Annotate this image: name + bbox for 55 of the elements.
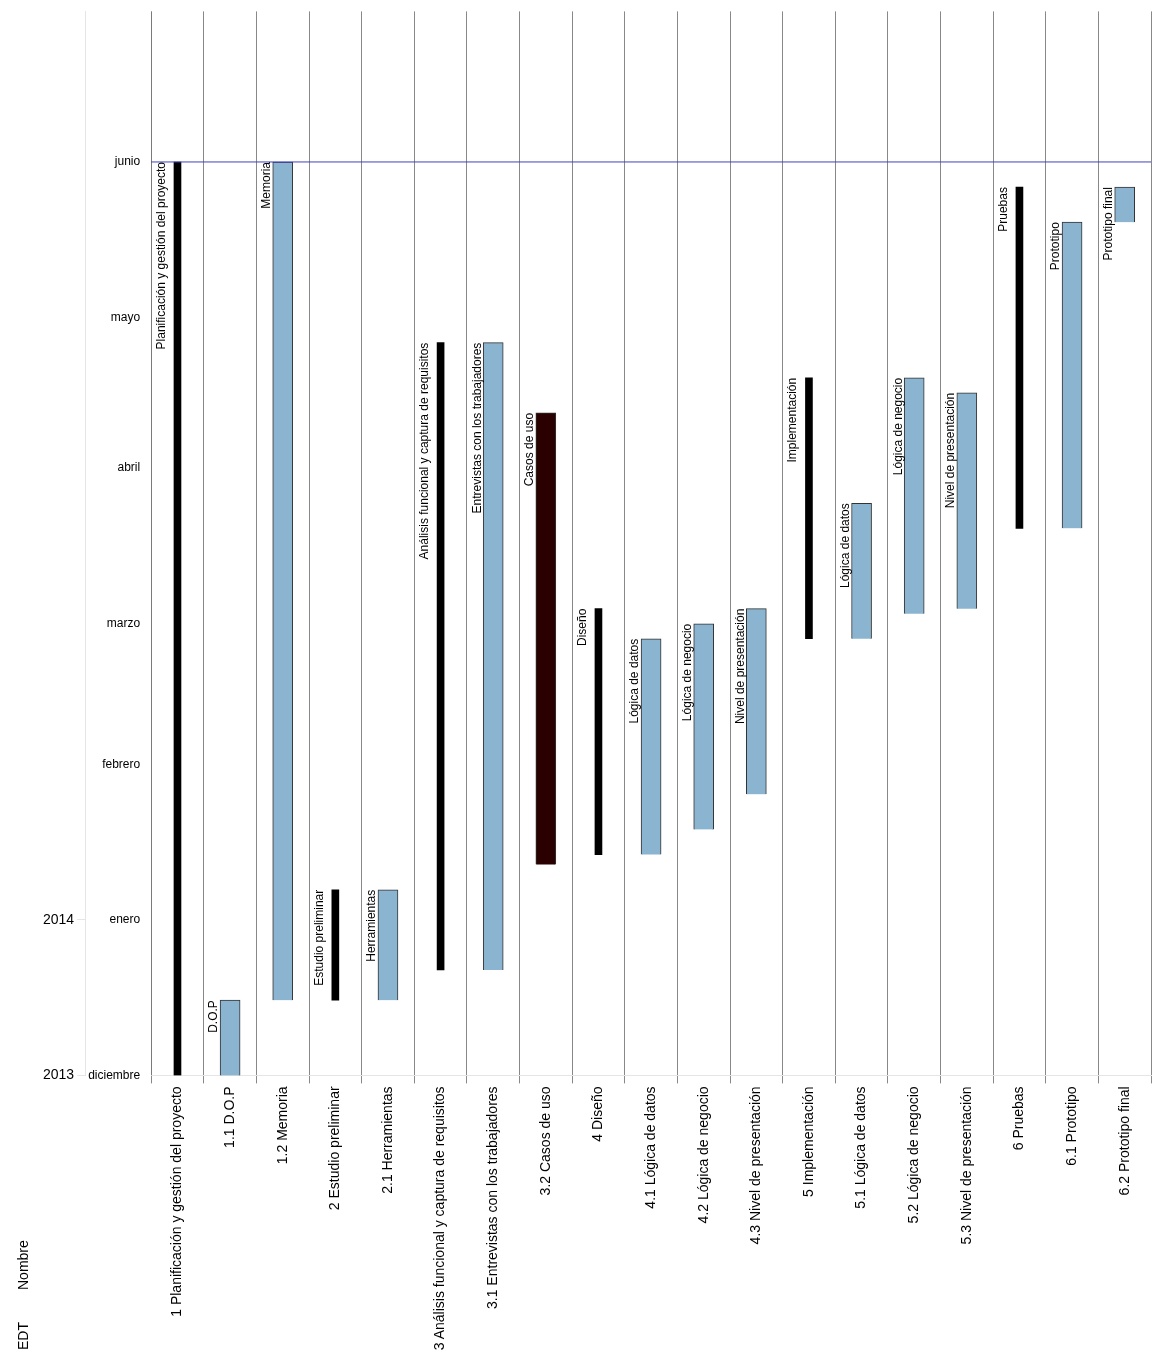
annotation: Entrevistas con los trabajadores xyxy=(469,342,484,514)
x-tick-label: 3.1 Entrevistas con los trabajadores xyxy=(484,1086,501,1309)
x-tick-label: 2.1 Herramientas xyxy=(378,1086,395,1194)
annotation: Prototipo xyxy=(1048,221,1063,271)
annotation: Lógica de datos xyxy=(627,638,642,724)
annotation: Casos de uso xyxy=(522,412,537,487)
bar xyxy=(331,889,340,1001)
annotation: Análisis funcional y captura de requisitos xyxy=(416,342,431,560)
bar xyxy=(436,342,445,971)
annotation: Lógica de negocio xyxy=(680,623,695,722)
y-tick-label: marzo xyxy=(106,616,141,631)
x-tick-label: 4.2 Lógica de negocio xyxy=(694,1086,711,1224)
x-tick-label: 4 Diseño xyxy=(589,1086,606,1142)
bar xyxy=(805,377,813,640)
annotation: D.O.P xyxy=(206,1000,221,1033)
x-tick-label: 5.1 Lógica de datos xyxy=(852,1086,869,1209)
y-tick-label: febrero xyxy=(102,756,141,771)
bar xyxy=(173,161,182,1076)
annotation: Estudio preliminar xyxy=(311,889,326,986)
x-tick-label: 1.1 D.O.P xyxy=(220,1086,237,1148)
text: Nombre xyxy=(14,1239,31,1290)
annotation: Nivel de presentación xyxy=(732,608,747,725)
y2-tick-label: 2013 xyxy=(42,1066,75,1083)
x-tick-label: 6 Pruebas xyxy=(1010,1086,1027,1151)
annotation: Lógica de datos xyxy=(837,503,852,588)
annotation: Prototipo final xyxy=(1101,187,1115,261)
annotation: Nivel de presentación xyxy=(943,392,958,509)
x-tick-label: 2 Estudio preliminar xyxy=(326,1086,343,1211)
text: EDT xyxy=(14,1321,31,1350)
x-tick-label: 1.2 Memoria xyxy=(273,1086,290,1165)
x-tick-label: 1 Planificación y gestión del proyecto xyxy=(168,1086,185,1317)
x-tick-label: 3 Análisis funcional y captura de requisitos xyxy=(431,1086,448,1351)
x-tick-label: 6.2 Prototipo final xyxy=(1115,1086,1132,1196)
y-tick-label: abril xyxy=(117,460,141,475)
bar xyxy=(1015,186,1024,529)
bar xyxy=(594,608,603,855)
y-tick-label: enero xyxy=(109,912,141,927)
y-tick-label: diciembre xyxy=(88,1067,141,1082)
y2-tick-label: 2014 xyxy=(42,910,75,927)
x-tick-label: 3.2 Casos de uso xyxy=(536,1086,553,1196)
annotation: Implementación xyxy=(785,377,800,463)
annotation: Planificación y gestión del proyecto xyxy=(153,161,168,350)
annotation: Herramientas xyxy=(364,889,379,962)
annotation: Memoria xyxy=(259,161,274,209)
x-tick-label: 5.2 Lógica de negocio xyxy=(905,1086,922,1224)
x-tick-label: 4.1 Lógica de datos xyxy=(641,1086,658,1209)
x-tick-label: 4.3 Nivel de presentación xyxy=(747,1086,764,1245)
x-tick-label: 5.3 Nivel de presentación xyxy=(957,1086,974,1245)
x-tick-label: 5 Implementación xyxy=(799,1086,816,1197)
annotation: Lógica de negocio xyxy=(890,377,905,476)
annotation: Diseño xyxy=(574,608,589,647)
y-tick-label: mayo xyxy=(110,309,141,324)
x-tick-label: 6.1 Prototipo xyxy=(1062,1086,1079,1166)
y-tick-label: junio xyxy=(113,154,141,169)
annotation: Pruebas xyxy=(995,187,1010,232)
